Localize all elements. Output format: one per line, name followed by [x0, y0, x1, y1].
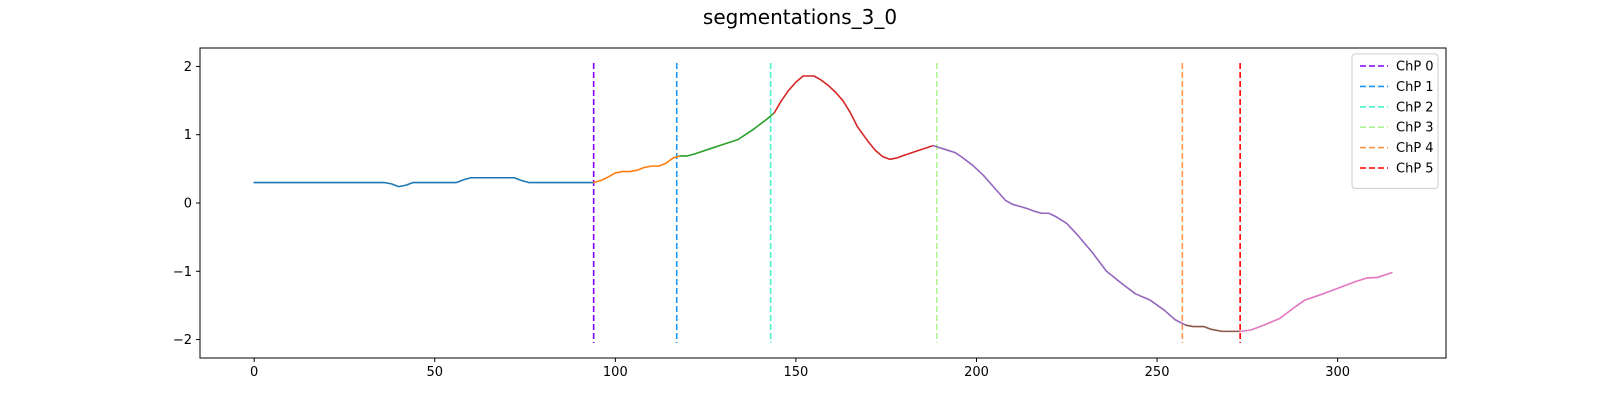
series-segment-4 [932, 144, 1187, 327]
x-tick-label-0: 0 [250, 365, 258, 380]
y-tick-label-1: 1 [184, 128, 192, 143]
legend-label-4: ChP 4 [1396, 141, 1434, 156]
y-tick-label-3: −1 [173, 265, 192, 280]
x-tick-label-5: 250 [1145, 365, 1170, 380]
legend-label-3: ChP 3 [1396, 121, 1434, 136]
legend-box [1351, 53, 1439, 189]
legend-label-1: ChP 1 [1396, 80, 1434, 95]
plot-area [200, 48, 1446, 358]
legend-label-5: ChP 5 [1396, 162, 1434, 177]
x-tick-label-1: 50 [426, 365, 443, 380]
y-tick-label-4: −2 [173, 333, 192, 348]
series-segment-0 [253, 176, 595, 188]
x-tick-label-3: 150 [783, 365, 808, 380]
x-axis-ticks: 0 50 100 150 200 250 300 [250, 358, 1350, 380]
series-segment-1 [592, 155, 682, 184]
series-lines [253, 75, 1393, 333]
legend-label-2: ChP 2 [1396, 100, 1434, 115]
y-tick-label-2: 0 [184, 197, 192, 212]
legend: ChP 0 ChP 1 ChP 2 ChP 3 ChP 4 ChP 5 [1351, 53, 1439, 189]
series-segment-5 [1185, 324, 1241, 333]
series-segment-6 [1239, 271, 1393, 333]
chart-title: segmentations_3_0 [703, 5, 897, 29]
series-segment-3 [773, 75, 934, 161]
x-tick-label-4: 200 [964, 365, 989, 380]
x-tick-label-2: 100 [603, 365, 628, 380]
series-segment-2 [679, 112, 776, 157]
y-tick-label-0: 2 [184, 60, 192, 75]
legend-label-0: ChP 0 [1396, 60, 1434, 75]
changepoint-lines [592, 63, 1241, 343]
x-tick-label-6: 300 [1325, 365, 1350, 380]
y-axis-ticks: 2 1 0 −1 −2 [173, 60, 200, 348]
